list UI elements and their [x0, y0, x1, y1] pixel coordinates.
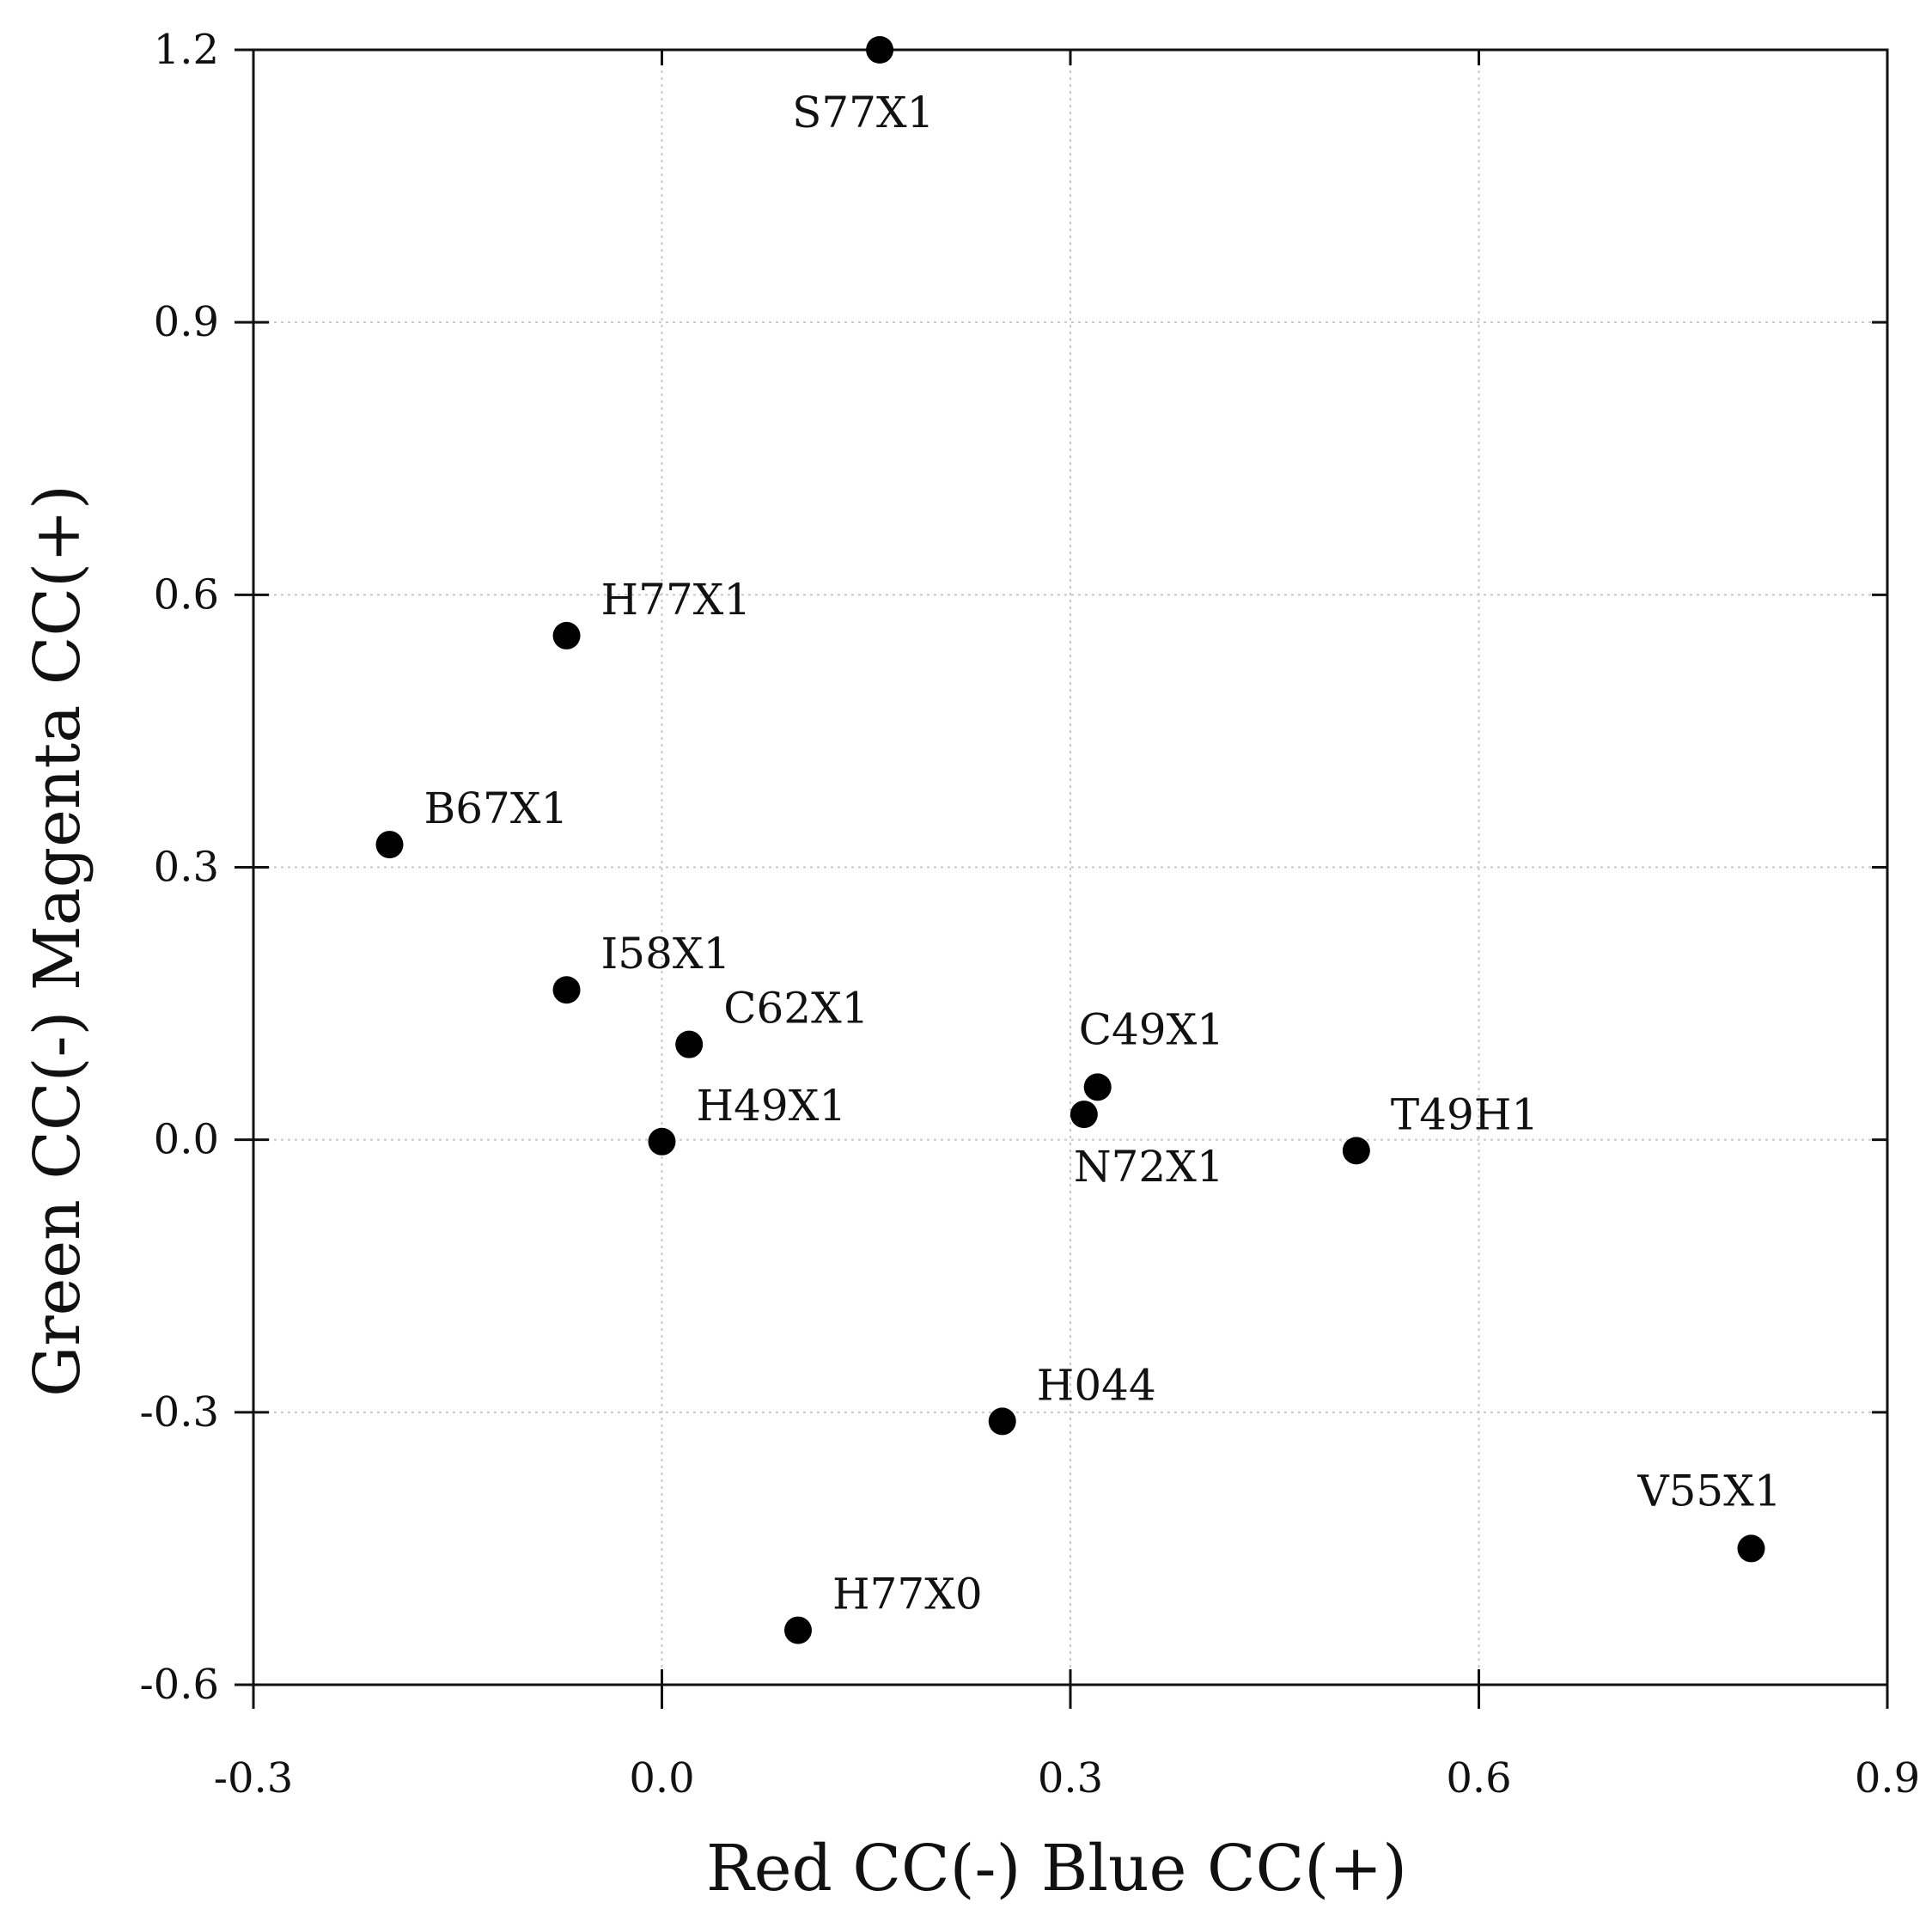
x-tick-label: 0.6 — [1446, 1754, 1511, 1802]
x-tick-label: 0.0 — [629, 1754, 694, 1802]
point-label-c62x1: C62X1 — [723, 984, 868, 1034]
point-label-v55x1: V55X1 — [1637, 1466, 1782, 1515]
x-tick-label: 0.9 — [1855, 1754, 1920, 1802]
point-label-n72x1: N72X1 — [1074, 1142, 1224, 1192]
x-tick-label: 0.3 — [1038, 1754, 1103, 1802]
x-tick-labels: -0.3 0.0 0.3 0.6 0.9 — [214, 1754, 1920, 1802]
y-tick-labels: 1.2 0.9 0.6 0.3 0.0 -0.3 -0.6 — [139, 26, 219, 1709]
grid-lines — [253, 49, 1888, 1686]
point-label-s77x1: S77X1 — [792, 88, 934, 137]
point-label-i58x1: I58X1 — [601, 929, 731, 979]
point-label-h044: H044 — [1037, 1360, 1156, 1410]
y-tick-label: 0.3 — [154, 844, 219, 892]
data-point-t49h1 — [1342, 1137, 1370, 1165]
data-point-i58x1 — [552, 976, 581, 1004]
data-point-h49x1 — [648, 1127, 676, 1156]
data-point-c49x1 — [1083, 1073, 1112, 1101]
data-point-b67x1 — [375, 831, 404, 859]
point-label-c49x1: C49X1 — [1079, 1004, 1224, 1054]
data-points — [375, 36, 1765, 1644]
y-tick-label: -0.6 — [139, 1661, 219, 1709]
x-axis-title: Red CC(-) Blue CC(+) — [706, 1832, 1407, 1906]
data-point-n72x1 — [1070, 1101, 1098, 1129]
data-point-h77x0 — [784, 1616, 812, 1644]
y-tick-label: 1.2 — [154, 26, 219, 74]
point-label-h49x1: H49X1 — [697, 1081, 847, 1131]
data-point-h77x1 — [552, 621, 581, 649]
y-tick-label: -0.3 — [139, 1388, 219, 1436]
y-tick-label: 0.0 — [154, 1116, 219, 1164]
data-point-v55x1 — [1737, 1534, 1765, 1563]
y-tick-label: 0.9 — [154, 298, 219, 346]
data-point-c62x1 — [675, 1030, 704, 1058]
point-label-h77x0: H77X0 — [832, 1570, 983, 1619]
point-label-b67x1: B67X1 — [424, 784, 569, 833]
y-tick-label: 0.6 — [154, 570, 219, 619]
point-label-h77x1: H77X1 — [601, 575, 752, 625]
data-point-h044 — [988, 1407, 1016, 1436]
data-point-s77x1 — [866, 36, 894, 64]
y-axis-title: Green CC(-) Magenta CC(+) — [21, 485, 94, 1397]
x-tick-label: -0.3 — [214, 1754, 294, 1802]
point-label-t49h1: T49H1 — [1391, 1089, 1539, 1139]
axis-ticks — [235, 48, 1889, 1709]
